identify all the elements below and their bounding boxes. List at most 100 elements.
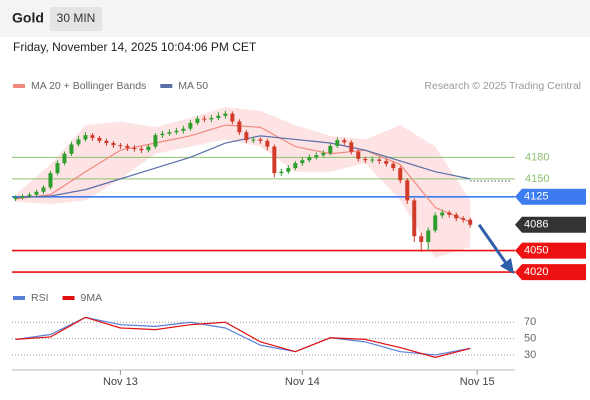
candle-body [272,146,277,174]
y-tick-label: 30 [524,349,536,361]
level-label: 4180 [525,151,549,163]
candle-body [447,212,452,215]
candle-body [69,144,74,154]
candle-body [468,219,473,225]
candle-body [230,113,235,122]
candle-body [377,159,382,161]
candle-body [279,171,284,174]
candle-body [181,128,186,131]
candle-body [363,158,368,161]
candle-body [55,163,60,174]
level-box [515,264,586,281]
candle-body [125,145,130,149]
candle-body [104,140,109,144]
level-label: 4150 [525,173,549,185]
candle-body [307,157,312,161]
candle-body [97,138,102,141]
legend-swatch [62,296,75,300]
candle-body [426,230,431,242]
x-tick-label: Nov 14 [285,376,320,388]
candle-body [62,153,67,164]
candle-body [48,173,53,188]
level-box [515,242,586,259]
candle-body [384,160,389,164]
candle-body [342,140,347,143]
candle-body [314,155,319,158]
candle-body [34,191,39,195]
series-line [15,124,471,223]
candle-body [405,180,410,201]
credit: Research © 2025 Trading Central [424,80,581,92]
candle-body [356,151,361,159]
candle-body [419,236,424,242]
candle-body [237,121,242,133]
y-tick-label: 50 [524,332,536,344]
candle-body [118,145,123,147]
series-line [15,135,471,199]
level-label: 4086 [524,219,548,231]
forecast-arrow [477,223,510,267]
x-tick-label: Nov 13 [103,376,138,388]
legend-swatch [13,84,25,88]
level-label: 4125 [524,191,548,203]
candle-body [300,160,305,164]
legend-label: 9MA [81,292,103,304]
candle-body [13,197,18,199]
candle-body [202,118,207,120]
x-tick-label: Nov 15 [460,376,495,388]
timeframe-box [50,7,102,31]
candle-body [251,139,256,141]
candle-body [370,159,375,161]
candle-body [90,135,95,138]
level-label: 4020 [524,266,548,278]
legend-swatch [13,296,25,300]
series-line [15,316,471,356]
candle-body [41,187,46,192]
candle-body [286,168,291,172]
candle-body [20,196,25,198]
candle-body [321,153,326,156]
candle-body [349,142,354,152]
candle-body [188,122,193,129]
bollinger-band [15,107,471,258]
candle-body [146,146,151,151]
title: Gold [12,10,44,26]
candle-body [391,163,396,169]
candle-body [167,132,172,134]
candle-body [139,148,144,151]
level-box [515,188,586,205]
series-line [15,316,471,359]
candle-body [153,135,158,147]
timeframe: 30 MIN [57,11,96,25]
candle-body [209,117,214,120]
legend-label: RSI [31,292,49,304]
candle-body [174,130,179,133]
legend-label: MA 50 [178,80,208,92]
candle-body [160,133,165,136]
candle-body [461,218,466,220]
candle-body [412,200,417,237]
candle-body [398,168,403,181]
candle-body [76,139,81,145]
candle-body [328,145,333,154]
candle-body [223,113,228,116]
candle-body [244,132,249,141]
candle-body [27,194,32,197]
y-tick-label: 70 [524,316,536,328]
candle-body [258,139,263,141]
candle-body [293,163,298,169]
datetime: Friday, November 14, 2025 10:04:06 PM CE… [13,40,257,54]
candle-body [265,140,270,147]
candle-body [216,115,221,118]
legend-swatch [160,84,173,88]
candle-body [195,118,200,123]
forecast-arrowhead [500,258,514,274]
candle-body [433,215,438,231]
candle-body [440,212,445,216]
candle-body [132,148,137,150]
candle-body [454,214,459,219]
candle-body [111,143,116,146]
candle-body [83,135,88,140]
